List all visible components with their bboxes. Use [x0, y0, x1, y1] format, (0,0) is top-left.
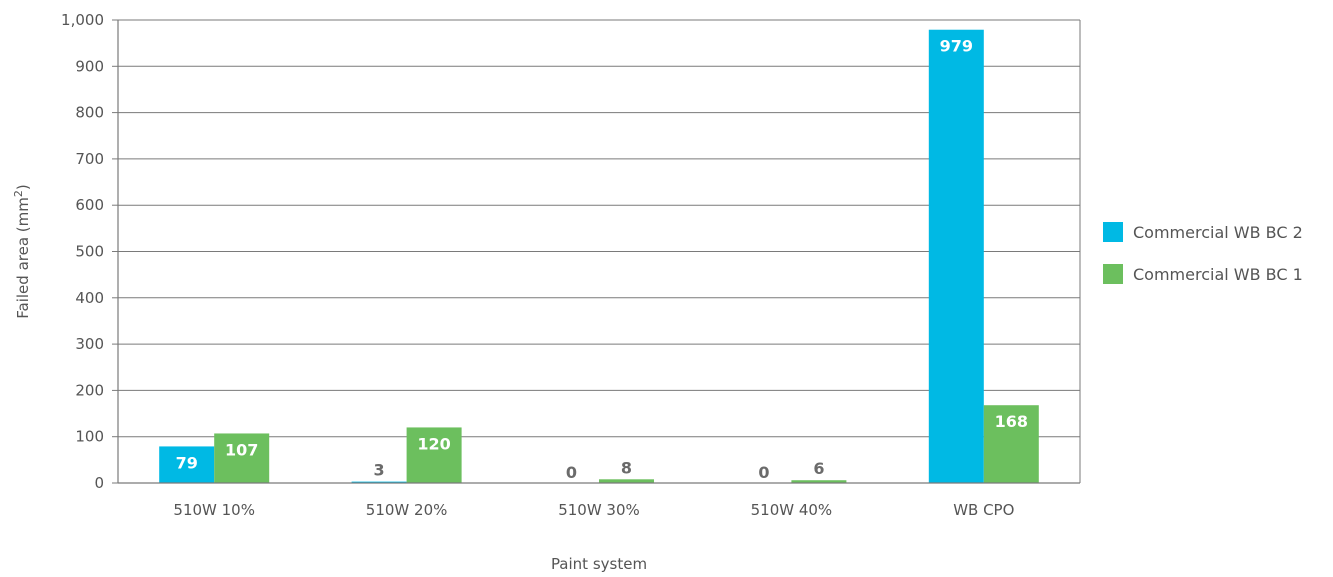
y-tick-label: 300	[75, 335, 104, 353]
x-tick-label: 510W 20%	[366, 501, 448, 519]
bar	[214, 433, 270, 483]
y-tick-label: 900	[75, 57, 104, 75]
legend-swatch	[1103, 264, 1123, 284]
legend-swatch	[1103, 222, 1123, 242]
x-tick-label: WB CPO	[953, 501, 1014, 519]
y-tick-label: 400	[75, 289, 104, 307]
y-axis-title: Failed area (mm2)	[12, 184, 32, 318]
data-label: 120	[417, 434, 450, 453]
data-label: 0	[758, 463, 769, 482]
y-tick-label: 800	[75, 104, 104, 122]
x-tick-label: 510W 10%	[173, 501, 255, 519]
legend-label: Commercial WB BC 2	[1133, 223, 1303, 242]
y-tick-label: 200	[75, 381, 104, 399]
bar	[406, 427, 462, 483]
data-label: 107	[225, 440, 258, 459]
data-label: 8	[621, 458, 632, 477]
bar	[159, 446, 215, 483]
x-axis-title: Paint system	[551, 555, 647, 573]
data-label: 3	[374, 461, 385, 480]
bar	[351, 481, 407, 483]
y-tick-label: 0	[94, 474, 104, 492]
y-tick-label: 1,000	[61, 11, 104, 29]
data-label: 979	[940, 37, 973, 56]
bar	[791, 480, 847, 483]
data-label: 79	[176, 453, 198, 472]
y-tick-label: 500	[75, 243, 104, 261]
y-tick-label: 600	[75, 196, 104, 214]
legend-label: Commercial WB BC 1	[1133, 265, 1303, 284]
bar	[928, 29, 984, 484]
bar	[599, 479, 654, 483]
data-label: 168	[995, 412, 1028, 431]
legend: Commercial WB BC 2 Commercial WB BC 1	[1103, 222, 1303, 284]
data-labels: 79 107 3 120 0 8 0 6 979 168	[176, 37, 1028, 482]
data-label: 6	[813, 459, 824, 478]
y-tick-label: 100	[75, 428, 104, 446]
x-tick-label: 510W 30%	[558, 501, 640, 519]
data-label: 0	[566, 463, 577, 482]
bar	[983, 405, 1039, 483]
x-tick-label: 510W 40%	[751, 501, 833, 519]
y-tick-label: 700	[75, 150, 104, 168]
bars	[159, 29, 1039, 484]
